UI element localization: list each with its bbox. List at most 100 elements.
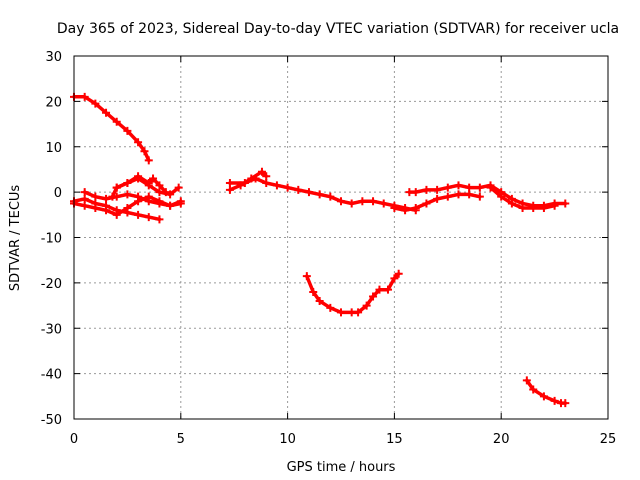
data-point: [486, 183, 495, 192]
data-point: [149, 174, 158, 183]
series-arc-1: [70, 92, 153, 165]
y-tick-label: -50: [41, 413, 62, 428]
data-point: [134, 210, 143, 219]
data-point: [315, 190, 324, 199]
data-point: [465, 190, 474, 199]
series-line: [82, 190, 183, 208]
data-point: [247, 174, 256, 183]
data-point: [80, 92, 89, 101]
data-point: [123, 126, 132, 135]
series-arc-8: [225, 167, 271, 194]
series-arc-2: [70, 194, 164, 224]
data-point: [390, 204, 399, 213]
data-point: [144, 197, 153, 206]
axis-ticks: 0 5 10 15 20 25 30 20 10 0 -10 -20 -30 -40 -50: [41, 50, 617, 447]
data-point: [91, 204, 100, 213]
data-point: [144, 179, 153, 188]
data-point: [155, 199, 164, 208]
data-point: [369, 292, 378, 301]
data-point: [123, 179, 132, 188]
data-point: [161, 188, 170, 197]
chart-title: Day 365 of 2023, Sidereal Day-to-day VTE…: [57, 21, 619, 37]
series-arc-7: [225, 174, 420, 215]
data-point: [550, 396, 559, 405]
y-tick-label: -30: [41, 322, 62, 337]
data-point: [80, 201, 89, 210]
series-arc-6: [112, 172, 170, 197]
y-tick-label: 10: [45, 141, 62, 156]
data-point: [80, 188, 89, 197]
data-point: [354, 308, 363, 317]
y-tick-label: -20: [41, 277, 62, 292]
data-point: [294, 185, 303, 194]
data-point: [326, 192, 335, 201]
series-line: [305, 272, 401, 315]
data-point: [91, 99, 100, 108]
data-point: [401, 206, 410, 215]
data-point: [80, 194, 89, 203]
data-point: [304, 188, 313, 197]
grid-lines: [74, 56, 608, 419]
data-point: [507, 199, 516, 208]
data-point: [108, 192, 117, 201]
data-point: [123, 190, 132, 199]
data-point: [411, 204, 420, 213]
series-arc-10: [390, 190, 484, 215]
data-point: [522, 376, 531, 385]
data-point: [379, 199, 388, 208]
data-point: [257, 167, 266, 176]
data-point: [550, 201, 559, 210]
data-point: [144, 156, 153, 165]
data-point: [337, 308, 345, 317]
data-point: [394, 269, 403, 278]
series-line: [72, 95, 151, 163]
data-point: [225, 179, 234, 188]
data-point: [433, 185, 442, 194]
data-point: [112, 117, 121, 126]
data-point: [561, 199, 570, 208]
data-point: [518, 204, 527, 213]
data-point: [283, 183, 292, 192]
data-point: [262, 172, 271, 181]
series-arc-9: [302, 269, 403, 317]
data-point: [315, 297, 324, 306]
data-point: [309, 287, 318, 296]
data-point: [539, 392, 548, 401]
data-point: [422, 185, 431, 194]
data-point: [529, 204, 538, 213]
data-point: [358, 197, 367, 206]
data-point: [465, 183, 474, 192]
data-point: [262, 179, 271, 188]
y-tick-label: -10: [41, 232, 62, 247]
data-point: [174, 183, 183, 192]
data-point: [443, 192, 452, 201]
y-tick-label: -40: [41, 368, 62, 383]
x-tick-label: 20: [493, 432, 510, 447]
x-tick-label: 5: [177, 432, 185, 447]
data-point: [155, 215, 164, 224]
series-arc-13: [522, 376, 570, 408]
y-tick-label: 20: [45, 95, 62, 110]
data-point: [433, 194, 442, 203]
data-point: [236, 181, 245, 190]
series-arc-12: [486, 183, 559, 213]
y-axis-label: SDTVAR / TECUs: [8, 185, 23, 292]
y-tick-label: 30: [45, 50, 62, 65]
data-point: [337, 197, 345, 206]
y-tick-label: 0: [54, 186, 62, 201]
data-point: [166, 201, 175, 210]
data-point: [454, 181, 463, 190]
data-point: [102, 194, 111, 203]
x-axis-label: GPS time / hours: [287, 460, 396, 475]
series-arc-11: [405, 181, 570, 210]
data-point: [454, 190, 463, 199]
data-point: [475, 183, 484, 192]
data-point: [383, 285, 392, 294]
x-tick-label: 0: [70, 432, 78, 447]
data-point: [443, 183, 452, 192]
data-point: [166, 190, 175, 199]
data-point: [176, 199, 185, 208]
data-point: [347, 199, 356, 208]
data-point: [225, 185, 234, 194]
